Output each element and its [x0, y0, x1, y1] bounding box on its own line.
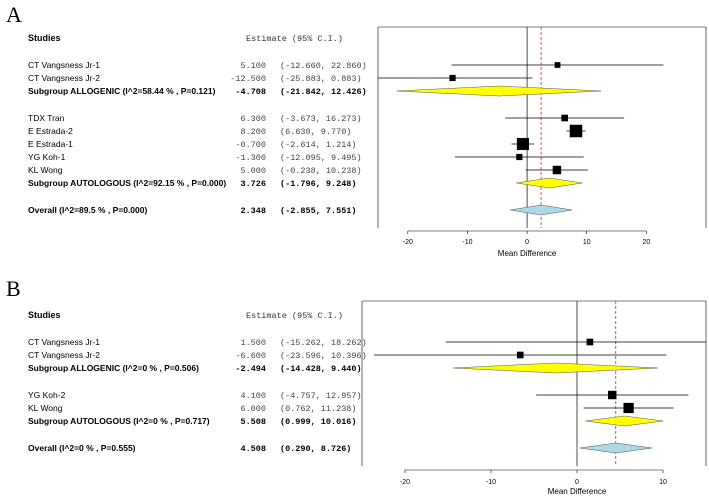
x-axis-label: Mean Difference	[498, 249, 557, 258]
study-point-marker	[561, 114, 568, 122]
study-label: KL Wong	[28, 403, 63, 413]
estimate-value: 4.100	[240, 391, 266, 401]
x-tick-label: -10	[486, 479, 496, 486]
estimate-value: -4.708	[235, 87, 266, 97]
study-label: CT Vangsness Jr-1	[28, 60, 100, 70]
study-point-marker	[449, 74, 456, 82]
estimate-value: 8.200	[240, 127, 266, 137]
subgroup-label: Subgroup AUTOLOGOUS (I^2=0 % , P=0.717)	[28, 416, 210, 426]
estimate-value: 6.300	[240, 114, 266, 124]
study-label: CT Vangsness Jr-2	[28, 350, 100, 360]
confidence-interval: (0.999, 10.016)	[280, 417, 357, 427]
estimate-value: 6.000	[240, 404, 266, 414]
confidence-interval: (-14.428, 9.440)	[280, 364, 362, 374]
x-tick-label: 10	[583, 239, 591, 246]
confidence-interval: (-3.673, 16.273)	[280, 114, 362, 124]
header-estimate: Estimate (95% C.I.)	[246, 311, 343, 321]
panel-letter-b: B	[6, 276, 21, 301]
estimate-value: 4.508	[240, 444, 266, 454]
study-point-marker	[586, 338, 594, 346]
x-tick-label: 10	[659, 479, 667, 486]
subgroup-label: Subgroup AUTOLOGOUS (I^2=92.15 % , P=0.0…	[28, 178, 226, 188]
overall-label: Overall (I^2=89.5 % , P=0.000)	[28, 205, 147, 215]
subgroup-diamond	[516, 177, 583, 189]
estimate-value: 5.508	[240, 417, 266, 427]
estimate-value: -1.300	[235, 153, 266, 163]
confidence-interval: (-4.757, 12.957)	[280, 391, 362, 401]
estimate-value: 5.100	[240, 61, 266, 71]
study-point-marker	[623, 402, 634, 414]
study-point-marker	[516, 153, 523, 161]
forest-panel-a: A Studies Estimate (95% C.I.) CT Vangsness…	[6, 2, 707, 258]
study-label: TDX Tran	[28, 113, 65, 123]
confidence-interval: (0.762, 11.238)	[280, 404, 357, 414]
study-point-marker	[516, 351, 524, 359]
x-tick-label: 20	[642, 239, 650, 246]
x-tick-label: 0	[525, 239, 529, 246]
confidence-interval: (-1.796, 9.248)	[280, 179, 357, 189]
header-studies: Studies	[28, 310, 61, 320]
confidence-interval: (-23.596, 10.396)	[280, 351, 367, 361]
header-studies: Studies	[28, 33, 61, 43]
estimate-value: -12.500	[230, 74, 266, 84]
forest-panel-b: B Studies Estimate (95% C.I.) CT Vangsness…	[6, 276, 707, 496]
confidence-interval: (-2.614, 1.214)	[280, 140, 357, 150]
overall-diamond	[579, 442, 653, 454]
study-label: KL Wong	[28, 165, 63, 175]
x-tick-label: 0	[575, 479, 579, 486]
study-label: E Estrada-2	[28, 126, 73, 136]
panel-letter-a: A	[6, 2, 22, 27]
confidence-interval: (-12.660, 22.860)	[280, 61, 367, 71]
confidence-interval: (-15.262, 18.262)	[280, 338, 367, 348]
x-tick-label: -10	[462, 239, 472, 246]
estimate-value: 2.348	[240, 206, 266, 216]
overall-diamond	[510, 204, 573, 216]
study-label: E Estrada-1	[28, 139, 73, 149]
confidence-interval: (-12.095, 9.495)	[280, 153, 362, 163]
subgroup-label: Subgroup ALLOGENIC (I^2=0 % , P=0.506)	[28, 363, 199, 373]
study-point-marker	[608, 390, 617, 400]
x-tick-label: -20	[403, 239, 413, 246]
header-estimate: Estimate (95% C.I.)	[246, 34, 343, 44]
x-tick-label: -20	[400, 479, 410, 486]
confidence-interval: (-21.842, 12.426)	[280, 87, 367, 97]
subgroup-label: Subgroup ALLOGENIC (I^2=58.44 % , P=0.12…	[28, 86, 216, 96]
estimate-value: -0.700	[235, 140, 266, 150]
confidence-interval: (0.290, 8.726)	[280, 444, 351, 454]
estimate-value: -6.600	[235, 351, 266, 361]
study-label: YG Koh-2	[28, 390, 66, 400]
study-point-marker	[554, 62, 561, 68]
x-axis-label: Mean Difference	[548, 487, 607, 496]
study-label: YG Koh-1	[28, 152, 66, 162]
subgroup-diamond	[452, 362, 659, 374]
study-point-marker	[569, 124, 583, 138]
confidence-interval: (-2.855, 7.551)	[280, 206, 357, 216]
estimate-value: -2.494	[235, 364, 266, 374]
study-point-marker	[552, 165, 562, 175]
confidence-interval: (-0.238, 10.238)	[280, 166, 362, 176]
subgroup-diamond	[585, 415, 664, 427]
overall-label: Overall (I^2=0 % , P=0.555)	[28, 443, 136, 453]
confidence-interval: (6.630, 9.770)	[280, 127, 351, 137]
estimate-value: 5.000	[240, 166, 266, 176]
subgroup-diamond	[396, 85, 602, 97]
estimate-value: 3.726	[240, 179, 266, 189]
study-point-marker	[516, 137, 529, 151]
confidence-interval: (-25.883, 0.883)	[280, 74, 362, 84]
study-label: CT Vangsness Jr-2	[28, 73, 100, 83]
estimate-value: 1.500	[240, 338, 266, 348]
study-label: CT Vangsness Jr-1	[28, 337, 100, 347]
